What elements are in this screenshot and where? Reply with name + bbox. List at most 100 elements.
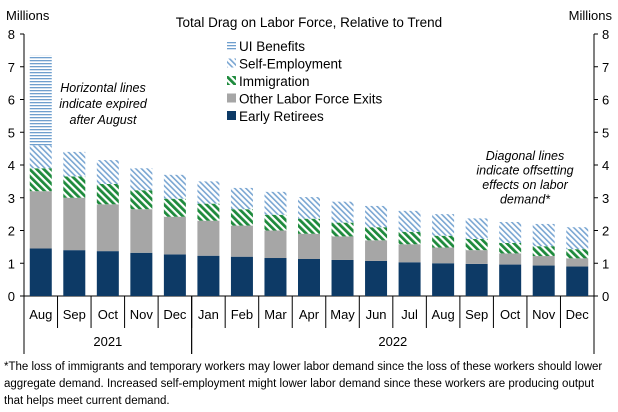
x-tick-label: May bbox=[330, 307, 355, 322]
legend-swatch-ui-benefits bbox=[227, 41, 236, 50]
bar-early-retirees-8 bbox=[298, 258, 320, 296]
x-tick-label: Jul bbox=[401, 307, 418, 322]
bar-early-retirees-5 bbox=[197, 255, 220, 296]
bar-immigration-11 bbox=[398, 231, 421, 245]
bar-immigration-5 bbox=[197, 203, 220, 221]
bar-self-employment-9 bbox=[331, 201, 354, 223]
bar-early-retirees-4 bbox=[163, 254, 186, 296]
y-tick-label-right: 1 bbox=[602, 256, 609, 271]
bar-other-labor-force-exits-4 bbox=[163, 216, 186, 255]
x-tick-label: Nov bbox=[532, 307, 556, 322]
bar-immigration-14 bbox=[499, 242, 522, 254]
y-tick-label-left: 3 bbox=[8, 191, 15, 206]
footnote: *The loss of immigrants and temporary wo… bbox=[4, 361, 603, 407]
year-label-2022: 2022 bbox=[378, 334, 407, 349]
y-tick-label-right: 7 bbox=[602, 60, 609, 75]
bar-early-retirees-10 bbox=[365, 260, 388, 296]
y-tick-label-right: 8 bbox=[602, 27, 609, 42]
y-axis-label-left: Millions bbox=[6, 8, 50, 23]
legend-swatch-other-labor-force-exits bbox=[227, 93, 236, 103]
x-tick-label: Mar bbox=[264, 307, 287, 322]
y-tick-label-left: 7 bbox=[8, 60, 15, 75]
y-tick-label-right: 5 bbox=[602, 125, 609, 140]
bar-other-labor-force-exits-7 bbox=[264, 230, 287, 259]
bar-self-employment-10 bbox=[365, 205, 388, 228]
bar-immigration-4 bbox=[163, 198, 186, 217]
y-tick-label-right: 6 bbox=[602, 93, 609, 108]
bar-immigration-8 bbox=[298, 218, 320, 234]
bar-self-employment-3 bbox=[130, 168, 153, 191]
x-tick-label: Aug bbox=[432, 307, 455, 322]
chart: 0 0 1 1 2 2 3 3 4 4 5 5 6 6 7 7 8 8 Millions Millions Total … bbox=[6, 8, 613, 354]
y-tick-label-right: 2 bbox=[602, 224, 609, 239]
legend-swatch-self-employment bbox=[227, 58, 236, 68]
bar-self-employment-16 bbox=[566, 227, 589, 250]
bar-immigration-12 bbox=[432, 235, 455, 248]
bar-immigration-10 bbox=[365, 227, 388, 241]
y-tick-label-left: 4 bbox=[8, 158, 15, 173]
bar-early-retirees-7 bbox=[264, 258, 287, 296]
chart-title: Total Drag on Labor Force, Relative to T… bbox=[176, 15, 442, 30]
x-tick-label: Oct bbox=[500, 307, 521, 322]
bar-other-labor-force-exits-16 bbox=[566, 258, 589, 267]
y-tick-label-left: 6 bbox=[8, 93, 15, 108]
bar-early-retirees-1 bbox=[63, 250, 86, 296]
bar-other-labor-force-exits-0 bbox=[29, 191, 52, 249]
x-tick-label: Dec bbox=[566, 307, 590, 322]
bar-early-retirees-6 bbox=[230, 256, 253, 296]
bar-other-labor-force-exits-11 bbox=[398, 244, 421, 263]
bar-early-retirees-13 bbox=[465, 263, 488, 296]
bar-other-labor-force-exits-5 bbox=[197, 220, 220, 256]
bar-early-retirees-12 bbox=[432, 263, 455, 296]
bar-immigration-13 bbox=[465, 239, 488, 251]
bar-self-employment-7 bbox=[264, 191, 287, 215]
bar-self-employment-8 bbox=[298, 197, 320, 219]
bar-early-retirees-16 bbox=[566, 266, 589, 296]
bar-immigration-6 bbox=[230, 209, 253, 226]
x-tick-label: Jun bbox=[366, 307, 387, 322]
bar-ui-benefits-0 bbox=[29, 55, 52, 146]
bar-early-retirees-9 bbox=[331, 259, 354, 296]
bar-self-employment-6 bbox=[230, 187, 253, 210]
bar-other-labor-force-exits-14 bbox=[499, 253, 522, 265]
horizontal-lines-note-line: indicate expired bbox=[59, 97, 148, 111]
bar-self-employment-5 bbox=[197, 181, 220, 204]
x-tick-label: Aug bbox=[29, 307, 52, 322]
bar-early-retirees-15 bbox=[532, 265, 555, 296]
bar-immigration-1 bbox=[63, 176, 86, 198]
x-tick-label: Nov bbox=[130, 307, 154, 322]
bar-early-retirees-0 bbox=[29, 248, 52, 296]
bar-early-retirees-2 bbox=[96, 251, 119, 296]
legend-label-self-employment: Self-Employment bbox=[239, 57, 342, 72]
legend-label-early-retirees: Early Retirees bbox=[239, 109, 324, 124]
bar-early-retirees-3 bbox=[130, 252, 153, 296]
bar-other-labor-force-exits-2 bbox=[96, 204, 119, 252]
bar-other-labor-force-exits-6 bbox=[230, 225, 253, 257]
bar-early-retirees-14 bbox=[499, 264, 522, 296]
bar-other-labor-force-exits-13 bbox=[465, 250, 488, 264]
y-axis-label-right: Millions bbox=[569, 8, 613, 23]
bar-immigration-0 bbox=[29, 168, 52, 192]
bar-other-labor-force-exits-3 bbox=[130, 209, 153, 253]
bar-immigration-16 bbox=[566, 249, 589, 259]
bar-self-employment-1 bbox=[63, 151, 86, 177]
bar-immigration-3 bbox=[130, 190, 153, 210]
y-tick-label-left: 0 bbox=[8, 289, 15, 304]
x-tick-label: Oct bbox=[98, 307, 119, 322]
legend-swatch-early-retirees bbox=[227, 111, 236, 120]
horizontal-lines-note-line: Horizontal lines bbox=[60, 81, 145, 95]
y-tick-label-left: 1 bbox=[8, 256, 15, 271]
bar-other-labor-force-exits-9 bbox=[331, 236, 354, 260]
bar-immigration-15 bbox=[532, 246, 555, 257]
y-tick-label-left: 8 bbox=[8, 27, 15, 42]
x-tick-label: Feb bbox=[231, 307, 253, 322]
bar-other-labor-force-exits-12 bbox=[432, 247, 455, 264]
x-tick-label: Jan bbox=[198, 307, 219, 322]
y-tick-label-right: 3 bbox=[602, 191, 609, 206]
bar-self-employment-14 bbox=[499, 221, 522, 243]
year-label-2021: 2021 bbox=[93, 334, 122, 349]
y-tick-label-right: 0 bbox=[602, 289, 609, 304]
x-tick-label: Dec bbox=[163, 307, 187, 322]
bar-self-employment-15 bbox=[532, 223, 555, 247]
bar-other-labor-force-exits-8 bbox=[298, 233, 320, 259]
